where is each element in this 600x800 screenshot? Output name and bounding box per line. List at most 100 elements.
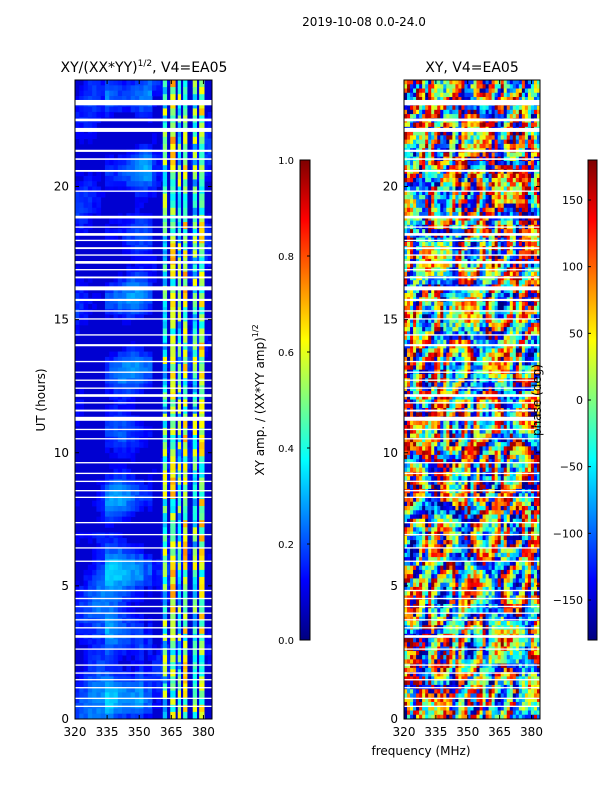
phase-cell (530, 293, 535, 298)
phase-cell (476, 97, 480, 102)
phase-cell (404, 293, 408, 298)
phase-cell (434, 271, 438, 277)
phase-cell (515, 310, 520, 315)
flagged-time-gap (75, 619, 212, 621)
amplitude-cell (96, 623, 102, 629)
amplitude-cell (156, 80, 162, 86)
amplitude-cell (92, 553, 97, 560)
amplitude-channel-cell (162, 385, 168, 393)
phase-cell (422, 177, 426, 183)
flagged-time-gap (75, 286, 212, 291)
amplitude-channel-cell (162, 108, 168, 116)
amplitude-cell (87, 596, 93, 603)
flagged-time-gap (75, 118, 212, 122)
amplitude-channel-cell (183, 293, 188, 301)
amplitude-cell (126, 404, 132, 411)
amplitude-cell (122, 314, 127, 321)
x-tick-label: 350 (128, 725, 151, 739)
phase-cell (518, 310, 523, 315)
amplitude-cell (75, 111, 80, 118)
phase-cell (461, 88, 465, 94)
amplitude-cell (75, 308, 80, 315)
amplitude-cell (117, 506, 123, 512)
amplitude-cell (139, 383, 144, 390)
phase-cell (524, 97, 529, 102)
phase-cell (479, 305, 483, 311)
phase-cell (521, 92, 526, 98)
phase-cell (437, 160, 441, 166)
amplitude-channel-cell (199, 158, 205, 166)
amplitude-cell (79, 687, 84, 693)
phase-cell (461, 280, 465, 285)
phase-cell (485, 152, 490, 158)
phase-cell (440, 131, 444, 136)
phase-cell (503, 305, 508, 311)
amplitude-cell (109, 378, 114, 384)
phase-cell (467, 135, 471, 141)
flagged-time-gap (75, 472, 212, 475)
amplitude-cell (139, 111, 144, 118)
amplitude-cell (203, 154, 209, 161)
phase-cell (455, 84, 459, 89)
amplitude-channel-cell (162, 122, 168, 131)
amplitude-cell (113, 596, 119, 603)
phase-cell (461, 220, 465, 226)
amplitude-channel-cell (177, 158, 181, 166)
amplitude-cell (122, 484, 127, 491)
amplitude-cell (186, 335, 191, 342)
amplitude-channel-cell (177, 214, 181, 223)
phase-cell (506, 212, 511, 217)
amplitude-cell (156, 559, 162, 565)
phase-cell (518, 212, 523, 217)
amplitude-cell (130, 404, 136, 411)
amplitude-channel-cell (170, 207, 176, 216)
amplitude-cell (87, 80, 93, 86)
amplitude-cell (173, 356, 179, 363)
phase-cell (530, 182, 535, 187)
phase-cell (458, 88, 462, 94)
phase-cell (416, 165, 420, 170)
amplitude-cell (104, 580, 110, 587)
amplitude-cell (117, 80, 123, 86)
amplitude-cell (109, 234, 114, 241)
phase-cell (455, 177, 459, 183)
phase-cell (527, 199, 532, 204)
phase-cell (515, 199, 520, 204)
amplitude-cell (126, 181, 132, 187)
phase-cell (449, 305, 453, 311)
phase-cell (446, 92, 450, 98)
phase-cell (458, 152, 462, 158)
phase-cell (404, 122, 408, 128)
phase-cell (416, 131, 420, 136)
phase-cell (461, 177, 465, 183)
phase-cell (488, 220, 493, 226)
amplitude-cell (173, 655, 179, 661)
amplitude-cell (79, 617, 84, 624)
phase-cell (506, 190, 511, 196)
amplitude-cell (194, 133, 200, 139)
phase-cell (413, 122, 417, 128)
amplitude-cell (126, 617, 132, 624)
phase-cell (428, 173, 432, 179)
phase-cell (488, 199, 493, 204)
phase-cell (536, 250, 541, 256)
phase-cell (509, 250, 514, 256)
amplitude-cell (194, 234, 200, 241)
amplitude-cell (126, 293, 132, 299)
amplitude-cell (117, 308, 123, 315)
phase-cell (410, 135, 414, 141)
phase-cell (476, 165, 480, 170)
amplitude-channel-cell (162, 314, 168, 322)
amplitude-channel-cell (170, 704, 176, 713)
amplitude-cell (75, 623, 80, 629)
phase-cell (533, 88, 538, 94)
amplitude-cell (126, 548, 132, 555)
amplitude-cell (122, 506, 127, 512)
phase-cell (482, 109, 486, 115)
amplitude-cell (139, 356, 144, 363)
phase-cell (512, 182, 517, 187)
phase-cell (491, 173, 496, 179)
amplitude-cell (87, 628, 93, 635)
phase-cell (521, 229, 526, 234)
amplitude-cell (75, 319, 80, 326)
